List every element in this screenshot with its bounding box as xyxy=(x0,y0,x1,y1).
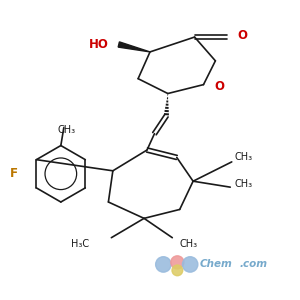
Text: H₃C: H₃C xyxy=(71,238,89,249)
Text: HO: HO xyxy=(88,38,108,51)
Circle shape xyxy=(182,257,198,272)
Text: CH₃: CH₃ xyxy=(235,179,253,189)
Text: .com: .com xyxy=(239,260,267,269)
Text: CH₃: CH₃ xyxy=(58,125,76,135)
Text: CH₃: CH₃ xyxy=(235,152,253,162)
Polygon shape xyxy=(118,42,150,52)
Circle shape xyxy=(172,265,183,276)
Text: O: O xyxy=(214,80,224,93)
Text: O: O xyxy=(238,29,248,42)
Text: CH₃: CH₃ xyxy=(180,238,198,249)
Circle shape xyxy=(171,256,184,269)
Circle shape xyxy=(156,257,171,272)
Text: F: F xyxy=(10,167,18,180)
Text: Chem: Chem xyxy=(200,260,233,269)
